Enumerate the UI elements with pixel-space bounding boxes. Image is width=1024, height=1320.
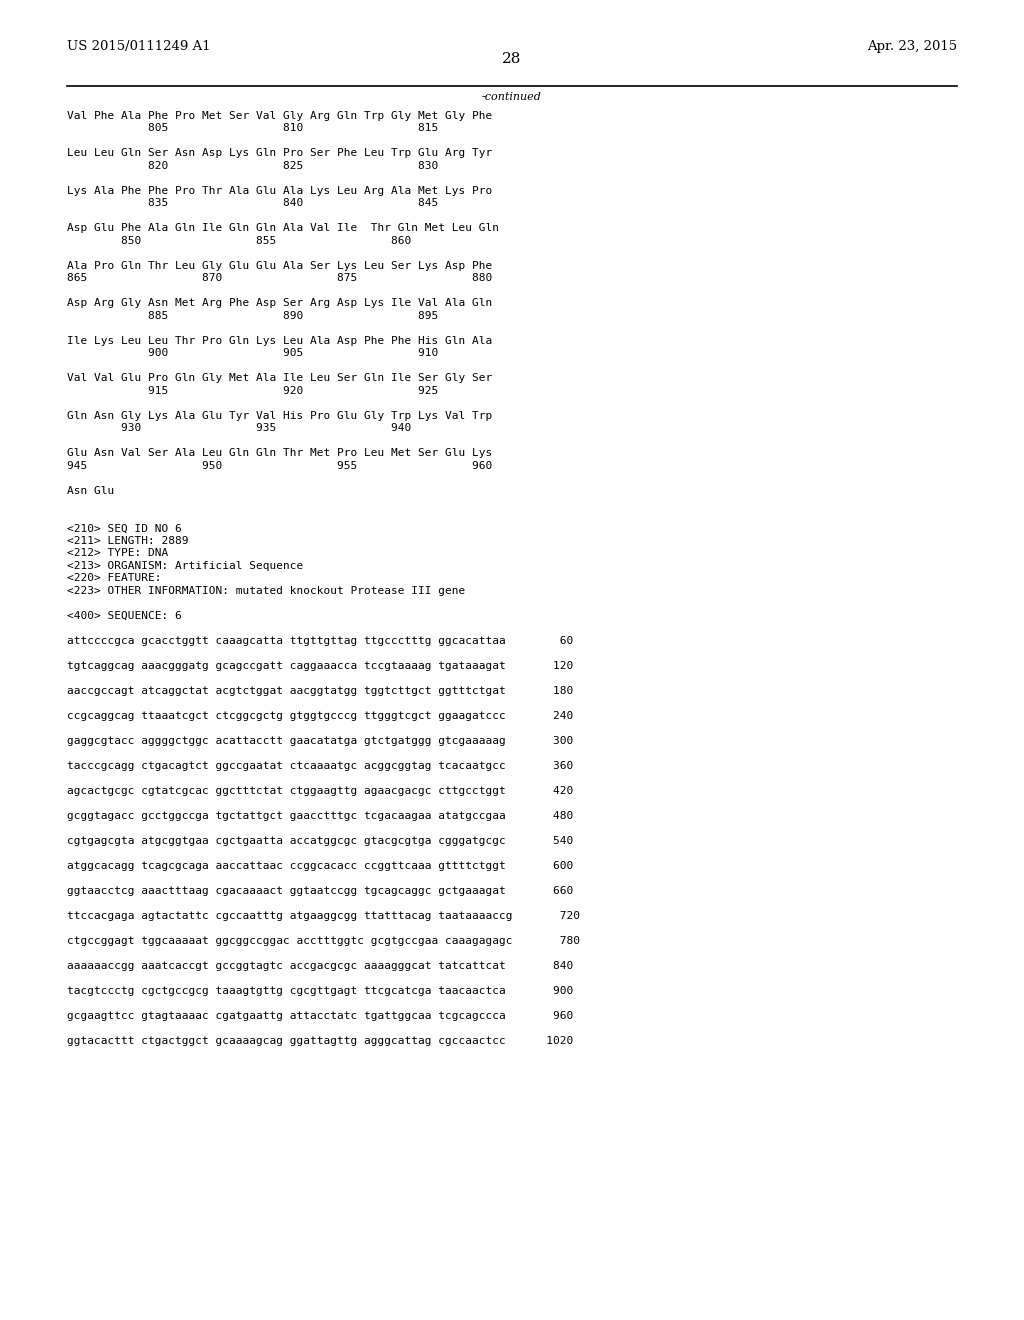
Text: <220> FEATURE:: <220> FEATURE: — [67, 573, 161, 583]
Text: ttccacgaga agtactattc cgccaatttg atgaaggcgg ttatttacag taataaaaccg       720: ttccacgaga agtactattc cgccaatttg atgaagg… — [67, 911, 580, 921]
Text: aaccgccagt atcaggctat acgtctggat aacggtatgg tggtcttgct ggtttctgat       180: aaccgccagt atcaggctat acgtctggat aacggta… — [67, 686, 572, 696]
Text: Ala Pro Gln Thr Leu Gly Glu Glu Ala Ser Lys Leu Ser Lys Asp Phe: Ala Pro Gln Thr Leu Gly Glu Glu Ala Ser … — [67, 261, 492, 271]
Text: Asn Glu: Asn Glu — [67, 486, 114, 496]
Text: tacccgcagg ctgacagtct ggccgaatat ctcaaaatgc acggcggtag tcacaatgcc       360: tacccgcagg ctgacagtct ggccgaatat ctcaaaa… — [67, 760, 572, 771]
Text: 915                 920                 925: 915 920 925 — [67, 385, 438, 396]
Text: <400> SEQUENCE: 6: <400> SEQUENCE: 6 — [67, 611, 181, 620]
Text: <211> LENGTH: 2889: <211> LENGTH: 2889 — [67, 536, 188, 545]
Text: 28: 28 — [503, 53, 521, 66]
Text: 885                 890                 895: 885 890 895 — [67, 310, 438, 321]
Text: tgtcaggcag aaacgggatg gcagccgatt caggaaacca tccgtaaaag tgataaagat       120: tgtcaggcag aaacgggatg gcagccgatt caggaaa… — [67, 661, 572, 671]
Text: 900                 905                 910: 900 905 910 — [67, 348, 438, 358]
Text: ggtaacctcg aaactttaag cgacaaaact ggtaatccgg tgcagcaggc gctgaaagat       660: ggtaacctcg aaactttaag cgacaaaact ggtaatc… — [67, 886, 572, 896]
Text: -continued: -continued — [482, 92, 542, 103]
Text: gaggcgtacc aggggctggc acattacctt gaacatatga gtctgatggg gtcgaaaaag       300: gaggcgtacc aggggctggc acattacctt gaacata… — [67, 735, 572, 746]
Text: Asp Glu Phe Ala Gln Ile Gln Gln Ala Val Ile  Thr Gln Met Leu Gln: Asp Glu Phe Ala Gln Ile Gln Gln Ala Val … — [67, 223, 499, 234]
Text: Glu Asn Val Ser Ala Leu Gln Gln Thr Met Pro Leu Met Ser Glu Lys: Glu Asn Val Ser Ala Leu Gln Gln Thr Met … — [67, 449, 492, 458]
Text: <212> TYPE: DNA: <212> TYPE: DNA — [67, 548, 168, 558]
Text: 805                 810                 815: 805 810 815 — [67, 123, 438, 133]
Text: <210> SEQ ID NO 6: <210> SEQ ID NO 6 — [67, 523, 181, 533]
Text: 820                 825                 830: 820 825 830 — [67, 161, 438, 170]
Text: ctgccggagt tggcaaaaat ggcggccggac acctttggtc gcgtgccgaa caaagagagc       780: ctgccggagt tggcaaaaat ggcggccggac accttt… — [67, 936, 580, 946]
Text: ccgcaggcag ttaaatcgct ctcggcgctg gtggtgcccg ttgggtcgct ggaagatccc       240: ccgcaggcag ttaaatcgct ctcggcgctg gtggtgc… — [67, 710, 572, 721]
Text: aaaaaaccgg aaatcaccgt gccggtagtc accgacgcgc aaaagggcat tatcattcat       840: aaaaaaccgg aaatcaccgt gccggtagtc accgacg… — [67, 961, 572, 970]
Text: Apr. 23, 2015: Apr. 23, 2015 — [867, 40, 957, 53]
Text: <213> ORGANISM: Artificial Sequence: <213> ORGANISM: Artificial Sequence — [67, 561, 303, 570]
Text: 945                 950                 955                 960: 945 950 955 960 — [67, 461, 492, 471]
Text: 865                 870                 875                 880: 865 870 875 880 — [67, 273, 492, 284]
Text: 835                 840                 845: 835 840 845 — [67, 198, 438, 209]
Text: cgtgagcgta atgcggtgaa cgctgaatta accatggcgc gtacgcgtga cgggatgcgc       540: cgtgagcgta atgcggtgaa cgctgaatta accatgg… — [67, 836, 572, 846]
Text: 850                 855                 860: 850 855 860 — [67, 236, 411, 246]
Text: atggcacagg tcagcgcaga aaccattaac ccggcacacc ccggttcaaa gttttctggt       600: atggcacagg tcagcgcaga aaccattaac ccggcac… — [67, 861, 572, 871]
Text: Asp Arg Gly Asn Met Arg Phe Asp Ser Arg Asp Lys Ile Val Ala Gln: Asp Arg Gly Asn Met Arg Phe Asp Ser Arg … — [67, 298, 492, 309]
Text: gcggtagacc gcctggccga tgctattgct gaacctttgc tcgacaagaa atatgccgaa       480: gcggtagacc gcctggccga tgctattgct gaacctt… — [67, 810, 572, 821]
Text: 930                 935                 940: 930 935 940 — [67, 424, 411, 433]
Text: ggtacacttt ctgactggct gcaaaagcag ggattagttg agggcattag cgccaactcc      1020: ggtacacttt ctgactggct gcaaaagcag ggattag… — [67, 1036, 572, 1045]
Text: tacgtccctg cgctgccgcg taaagtgttg cgcgttgagt ttcgcatcga taacaactca       900: tacgtccctg cgctgccgcg taaagtgttg cgcgttg… — [67, 986, 572, 995]
Text: Gln Asn Gly Lys Ala Glu Tyr Val His Pro Glu Gly Trp Lys Val Trp: Gln Asn Gly Lys Ala Glu Tyr Val His Pro … — [67, 411, 492, 421]
Text: Val Phe Ala Phe Pro Met Ser Val Gly Arg Gln Trp Gly Met Gly Phe: Val Phe Ala Phe Pro Met Ser Val Gly Arg … — [67, 111, 492, 121]
Text: US 2015/0111249 A1: US 2015/0111249 A1 — [67, 40, 210, 53]
Text: Leu Leu Gln Ser Asn Asp Lys Gln Pro Ser Phe Leu Trp Glu Arg Tyr: Leu Leu Gln Ser Asn Asp Lys Gln Pro Ser … — [67, 148, 492, 158]
Text: attccccgca gcacctggtt caaagcatta ttgttgttag ttgccctttg ggcacattaa        60: attccccgca gcacctggtt caaagcatta ttgttgt… — [67, 636, 572, 645]
Text: <223> OTHER INFORMATION: mutated knockout Protease III gene: <223> OTHER INFORMATION: mutated knockou… — [67, 586, 465, 595]
Text: gcgaagttcc gtagtaaaac cgatgaattg attacctatc tgattggcaa tcgcagccca       960: gcgaagttcc gtagtaaaac cgatgaattg attacct… — [67, 1011, 572, 1020]
Text: Ile Lys Leu Leu Thr Pro Gln Lys Leu Ala Asp Phe Phe His Gln Ala: Ile Lys Leu Leu Thr Pro Gln Lys Leu Ala … — [67, 335, 492, 346]
Text: agcactgcgc cgtatcgcac ggctttctat ctggaagttg agaacgacgc cttgcctggt       420: agcactgcgc cgtatcgcac ggctttctat ctggaag… — [67, 785, 572, 796]
Text: Lys Ala Phe Phe Pro Thr Ala Glu Ala Lys Leu Arg Ala Met Lys Pro: Lys Ala Phe Phe Pro Thr Ala Glu Ala Lys … — [67, 186, 492, 195]
Text: Val Val Glu Pro Gln Gly Met Ala Ile Leu Ser Gln Ile Ser Gly Ser: Val Val Glu Pro Gln Gly Met Ala Ile Leu … — [67, 374, 492, 383]
